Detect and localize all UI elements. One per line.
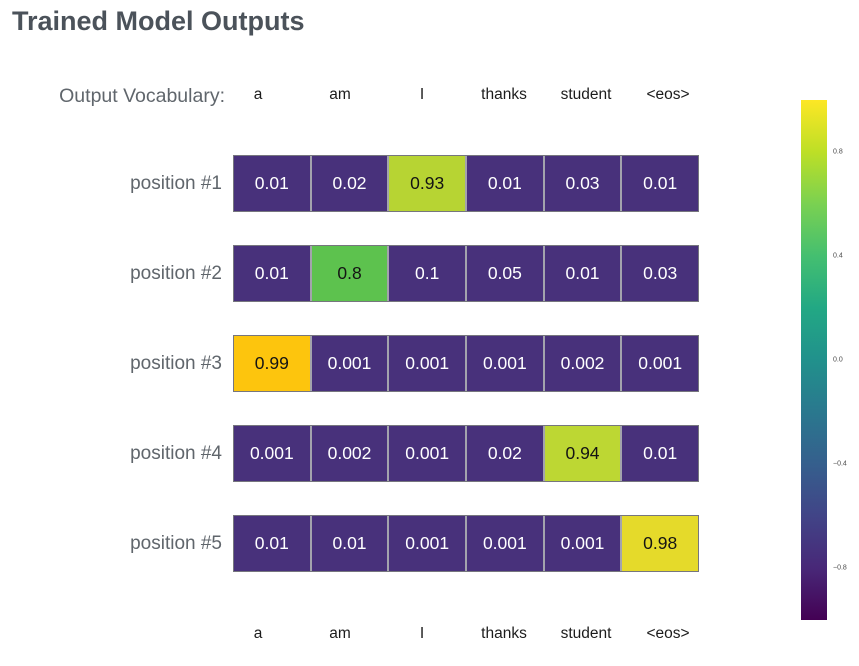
- vocab-label-am: am: [329, 86, 351, 103]
- page-title: Trained Model Outputs: [12, 6, 305, 36]
- heatmap-cell: 0.001: [387, 426, 466, 481]
- heatmap-cell: 0.01: [234, 246, 310, 301]
- heatmap-cell: 0.01: [234, 516, 310, 571]
- position-label: position #3: [130, 352, 222, 374]
- colorbar: 0.8 0.4 0.0 −0.4 −0.8: [801, 100, 847, 620]
- heatmap-cell: 0.01: [234, 156, 310, 211]
- heatmap-cell: 0.01: [620, 426, 699, 481]
- heatmap-cell: 0.01: [542, 246, 621, 301]
- colorbar-tick-label: 0.8: [833, 148, 843, 156]
- probability-row-2: position #2 0.01 0.8 0.1 0.05 0.01 0.03: [0, 245, 710, 302]
- colorbar-gradient: [801, 100, 827, 620]
- probability-row-1: position #1 0.01 0.02 0.93 0.01 0.03 0.01: [0, 155, 710, 212]
- heatmap-strip: 0.01 0.02 0.93 0.01 0.03 0.01: [233, 155, 699, 212]
- heatmap-cell: 0.001: [465, 336, 543, 391]
- probability-row-5: position #5 0.01 0.01 0.001 0.001 0.001 0.98: [0, 515, 710, 572]
- vocab-label-student: student: [560, 86, 612, 103]
- heatmap-cell: 0.001: [309, 336, 388, 391]
- heatmap-cell: 0.03: [542, 156, 621, 211]
- vocab-label-a: a: [253, 625, 263, 642]
- vocab-label-eos: <eos>: [646, 86, 690, 103]
- heatmap-cell: 0.001: [465, 516, 543, 571]
- heatmap-cell: 0.001: [542, 516, 621, 571]
- vocab-label-I: I: [419, 625, 425, 642]
- heatmap-cell: 0.93: [387, 156, 466, 211]
- heatmap-cell: 0.002: [309, 426, 388, 481]
- heatmap-cell: 0.001: [620, 336, 699, 391]
- probability-row-4: position #4 0.001 0.002 0.001 0.02 0.94 0.01: [0, 425, 710, 482]
- heatmap-cell: 0.02: [309, 156, 388, 211]
- vocab-label-am: am: [329, 625, 351, 642]
- colorbar-tick-label: −0.4: [833, 460, 847, 468]
- vocab-label-I: I: [419, 86, 425, 103]
- heatmap-cell: 0.98: [620, 516, 699, 571]
- vocab-label-thanks: thanks: [481, 625, 527, 642]
- vocab-label-student: student: [560, 625, 612, 642]
- heatmap-cell: 0.02: [465, 426, 543, 481]
- vocab-label-eos: <eos>: [646, 625, 690, 642]
- position-label: position #2: [130, 262, 222, 284]
- probability-row-3: position #3 0.99 0.001 0.001 0.001 0.002 0.001: [0, 335, 710, 392]
- heatmap-strip: 0.01 0.8 0.1 0.05 0.01 0.03: [233, 245, 699, 302]
- heatmap-cell: 0.05: [465, 246, 543, 301]
- vocab-label-thanks: thanks: [481, 86, 527, 103]
- heatmap-cell: 0.001: [387, 336, 466, 391]
- colorbar-tick-label: 0.0: [833, 356, 843, 364]
- position-label: position #1: [130, 172, 222, 194]
- heatmap-cell: 0.001: [234, 426, 310, 481]
- heatmap-cell: 0.01: [465, 156, 543, 211]
- heatmap-strip: 0.001 0.002 0.001 0.02 0.94 0.01: [233, 425, 699, 482]
- heatmap-cell: 0.01: [620, 156, 699, 211]
- colorbar-tick-label: 0.4: [833, 252, 843, 260]
- output-vocabulary-label: Output Vocabulary:: [59, 85, 225, 107]
- heatmap-strip: 0.99 0.001 0.001 0.001 0.002 0.001: [233, 335, 699, 392]
- position-label: position #4: [130, 442, 222, 464]
- heatmap-cell: 0.01: [309, 516, 388, 571]
- heatmap-cell: 0.002: [542, 336, 621, 391]
- heatmap-cell: 0.001: [387, 516, 466, 571]
- vocab-label-a: a: [253, 86, 263, 103]
- heatmap-cell: 0.8: [309, 246, 388, 301]
- colorbar-tick-label: −0.8: [833, 564, 847, 572]
- heatmap-strip: 0.01 0.01 0.001 0.001 0.001 0.98: [233, 515, 699, 572]
- heatmap-cell: 0.99: [234, 336, 310, 391]
- heatmap-cell: 0.1: [387, 246, 466, 301]
- heatmap-cell: 0.94: [542, 426, 621, 481]
- heatmap-cell: 0.03: [620, 246, 699, 301]
- position-label: position #5: [130, 532, 222, 554]
